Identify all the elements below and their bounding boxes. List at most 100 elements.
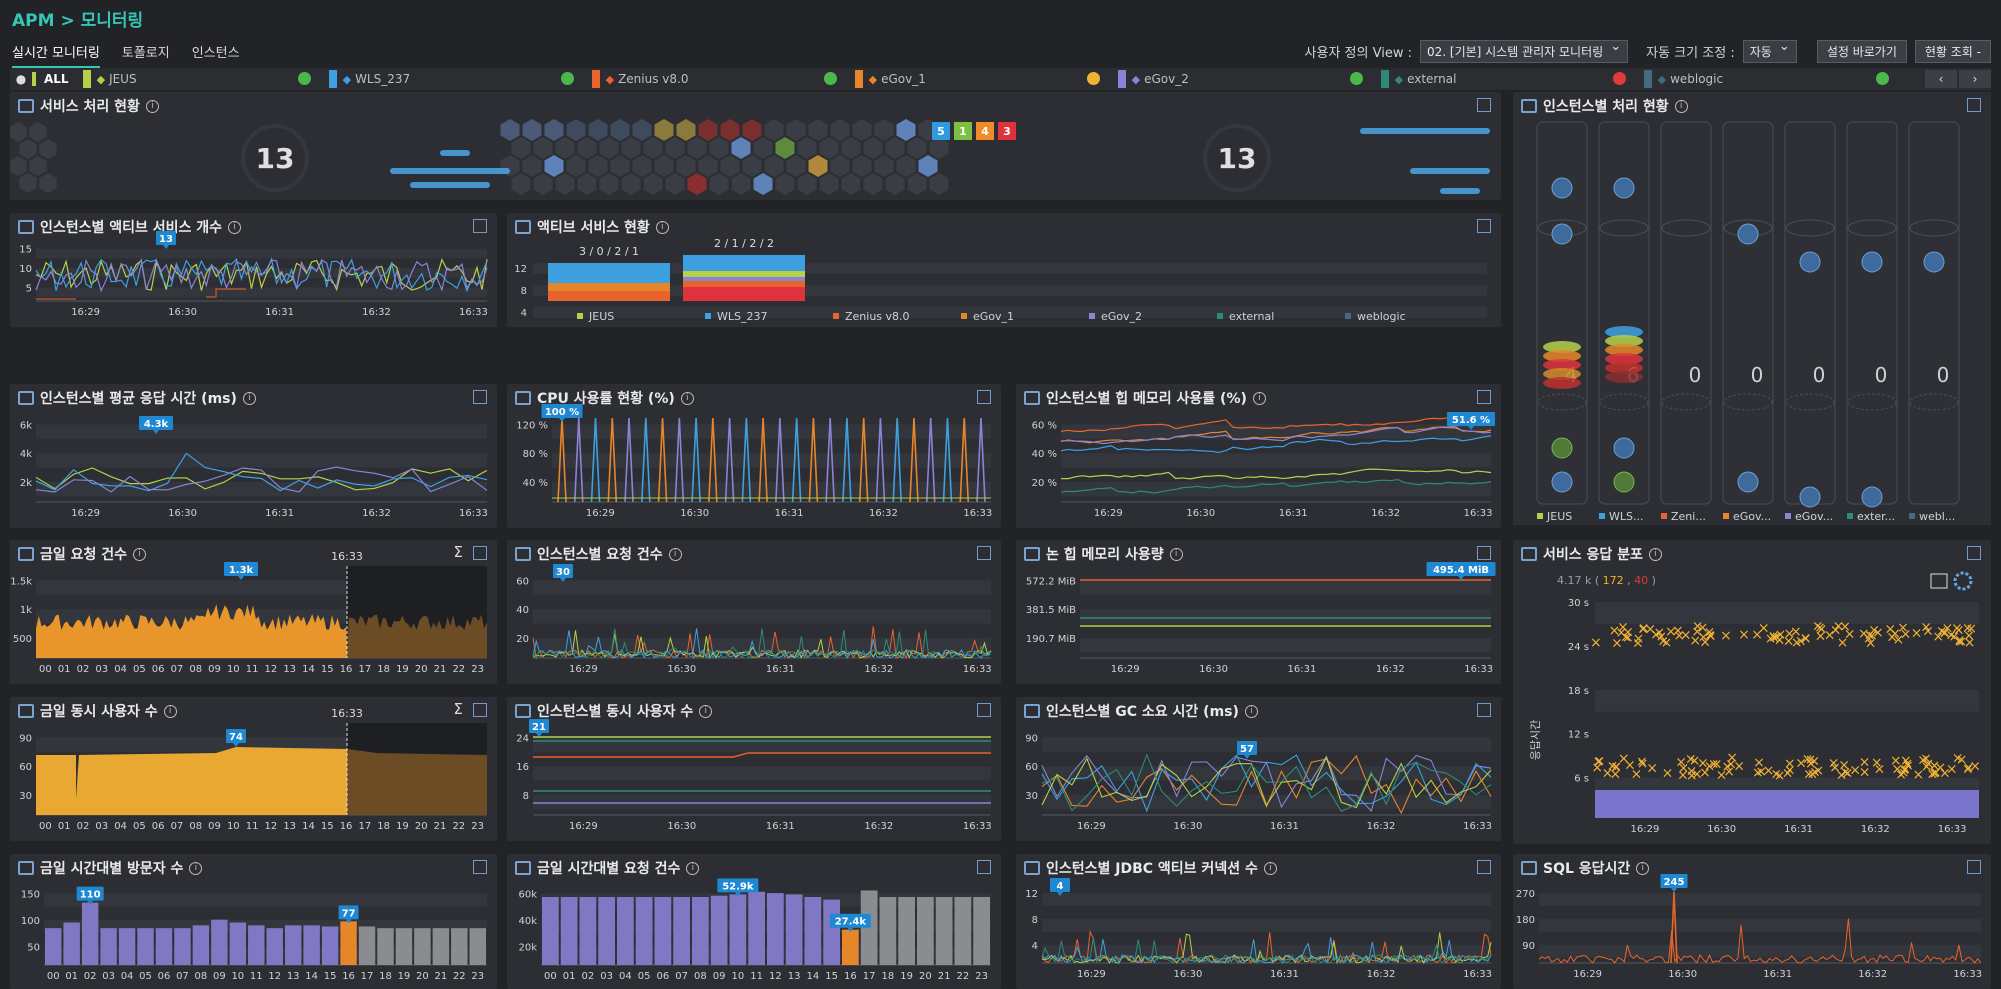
info-icon[interactable]: i — [1244, 704, 1258, 718]
expand-icon[interactable] — [977, 860, 991, 874]
expand-icon[interactable] — [1477, 98, 1491, 112]
panel-title: 인스턴스별 힙 메모리 사용률 (%) i — [1024, 388, 1266, 408]
scatter-point: × — [1965, 621, 1977, 637]
info-icon[interactable]: i — [668, 547, 682, 561]
expand-icon[interactable] — [473, 546, 487, 560]
y-tick-label: 180 — [1516, 915, 1535, 926]
hour-label: 02 — [77, 664, 90, 675]
info-icon[interactable]: i — [145, 99, 159, 113]
panel-title-text: 인스턴스별 평균 응답 시간 (ms) — [40, 391, 237, 407]
stack-segment — [683, 255, 805, 271]
instance-item[interactable]: ◆ weblogic — [1643, 68, 1907, 90]
stacked-service — [1543, 368, 1581, 380]
instance-item[interactable]: ◆ external — [1380, 68, 1644, 90]
expand-icon[interactable] — [473, 219, 487, 233]
service-hex — [676, 155, 696, 177]
expand-icon[interactable] — [1477, 860, 1491, 874]
settings-shortcut-button[interactable]: 설정 바로가기 — [1816, 40, 1907, 63]
instance-item[interactable]: ◆ WLS_237 — [328, 68, 592, 90]
expand-icon[interactable] — [1477, 546, 1491, 560]
x-tick-label: 16:29 — [71, 508, 100, 519]
service-hex — [874, 119, 894, 141]
scatter-point: × — [1824, 627, 1836, 643]
expand-icon[interactable] — [473, 390, 487, 404]
export-icon[interactable] — [1930, 573, 1948, 589]
panel-title-text: 금일 시간대별 요청 건수 — [537, 861, 681, 877]
stacked-service — [1543, 341, 1581, 353]
tab-instance[interactable]: 인스턴스 — [191, 46, 240, 61]
chevron-right-icon[interactable]: › — [1959, 70, 1991, 88]
info-icon[interactable]: i — [1674, 99, 1688, 113]
badge-count: 4 — [981, 125, 989, 138]
scatter-point: × — [1939, 765, 1951, 781]
instance-all-button[interactable]: ALL — [32, 72, 77, 86]
tab-realtime-monitoring[interactable]: 실시간 모니터링 — [12, 42, 100, 68]
hour-label: 16 — [342, 971, 355, 982]
instance-item[interactable]: ◆ JEUS — [82, 68, 329, 90]
scatter-point: × — [1816, 621, 1828, 637]
service-ball — [1737, 471, 1759, 493]
expand-icon[interactable] — [473, 860, 487, 874]
scatter-point: × — [1864, 628, 1876, 644]
panel-title-text: 금일 시간대별 방문자 수 — [40, 861, 184, 877]
resp-time-chart: 6k 4k 2k 16:29 16:30 16:31 16:32 16:33 4.3k — [20, 416, 488, 519]
info-icon[interactable]: i — [242, 391, 256, 405]
custom-view-select[interactable]: 02. [기본] 시스템 관리자 모니터링 — [1419, 38, 1629, 63]
hour-label: 01 — [563, 971, 576, 982]
chevron-left-icon[interactable]: ‹ — [1925, 70, 1957, 88]
now-marker: 16:33 — [331, 550, 363, 563]
scatter-point: × — [1809, 765, 1821, 781]
info-icon[interactable]: i — [228, 220, 242, 234]
expand-icon[interactable] — [1967, 546, 1981, 560]
gear-icon[interactable] — [1953, 571, 1973, 591]
tab-topology[interactable]: 토폴로지 — [121, 46, 170, 61]
cpu-spike — [808, 417, 819, 503]
expand-icon[interactable] — [977, 546, 991, 560]
x-tick-label: 16:33 — [459, 307, 488, 318]
x-tick-label: 16:32 — [1858, 969, 1887, 980]
autosize-select[interactable]: 자동 — [1742, 38, 1797, 63]
info-icon[interactable]: i — [1648, 547, 1662, 561]
expand-icon[interactable] — [1477, 390, 1491, 404]
instance-item[interactable]: ◆ eGov_2 — [1117, 68, 1381, 90]
series-line — [1060, 426, 1492, 444]
info-icon[interactable]: i — [1169, 547, 1183, 561]
instance-item[interactable]: ◆ eGov_1 — [854, 68, 1118, 90]
panel-title-text: 액티브 서비스 현황 — [537, 220, 650, 236]
info-icon[interactable]: i — [1252, 391, 1266, 405]
expand-icon[interactable] — [1477, 703, 1491, 717]
info-icon[interactable]: i — [189, 861, 203, 875]
service-processing-panel: 서비스 처리 현황 i 5 1 4 3 13 13 — [10, 92, 1501, 200]
panel-title-text: 금일 요청 건수 — [40, 547, 128, 563]
expand-icon[interactable] — [977, 703, 991, 717]
info-icon[interactable]: i — [699, 704, 713, 718]
hour-label: 06 — [158, 971, 171, 982]
brand-apm[interactable]: APM — [12, 11, 55, 31]
service-hex — [665, 137, 685, 159]
service-hex — [753, 173, 773, 195]
scatter-point: × — [1665, 624, 1677, 640]
info-icon[interactable]: i — [1263, 861, 1277, 875]
info-icon[interactable]: i — [686, 861, 700, 875]
sigma-icon[interactable]: Σ — [453, 700, 463, 718]
instance-item[interactable]: ◆ Zenius v8.0 — [591, 68, 855, 90]
info-icon[interactable]: i — [1636, 861, 1650, 875]
expand-icon[interactable] — [1967, 98, 1981, 112]
instance-icon: ◆ — [1394, 72, 1404, 86]
expand-icon[interactable] — [1477, 219, 1491, 233]
lightbulb-icon[interactable]: ● — [15, 72, 27, 86]
info-icon[interactable]: i — [680, 391, 694, 405]
expand-icon[interactable] — [977, 390, 991, 404]
x-tick-label: 16:30 — [168, 508, 197, 519]
info-icon[interactable]: i — [655, 220, 669, 234]
info-icon[interactable]: i — [133, 547, 147, 561]
expand-icon[interactable] — [1967, 860, 1981, 874]
service-hex — [544, 155, 564, 177]
x-tick-label: 16:33 — [1464, 664, 1493, 675]
status-query-button[interactable]: 현황 조회 - — [1914, 40, 1991, 63]
scatter-point: × — [1895, 767, 1907, 783]
expand-icon[interactable] — [473, 703, 487, 717]
sigma-icon[interactable]: Σ — [453, 543, 463, 561]
info-icon[interactable]: i — [163, 704, 177, 718]
y-tick-label: 30 — [1025, 791, 1038, 802]
